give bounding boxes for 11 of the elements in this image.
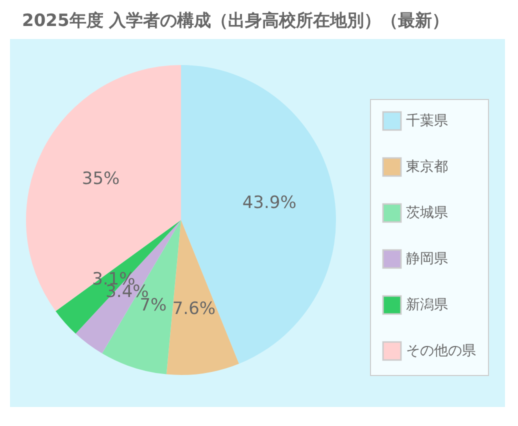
legend-label: 新潟県 bbox=[406, 297, 448, 313]
data-label: 7.6% bbox=[172, 299, 216, 320]
data-label: 43.9% bbox=[242, 192, 296, 213]
legend-label: 茨城県 bbox=[406, 205, 448, 221]
pie-slice bbox=[166, 220, 239, 375]
legend-label: その他の県 bbox=[406, 343, 476, 359]
legend-label: 静岡県 bbox=[406, 251, 448, 267]
legend-label: 千葉県 bbox=[406, 113, 448, 129]
legend-label: 東京都 bbox=[406, 159, 448, 175]
chart-title: 2025年度 入学者の構成（出身高校所在地別）（最新） bbox=[21, 10, 450, 33]
data-label: 35% bbox=[82, 169, 120, 190]
